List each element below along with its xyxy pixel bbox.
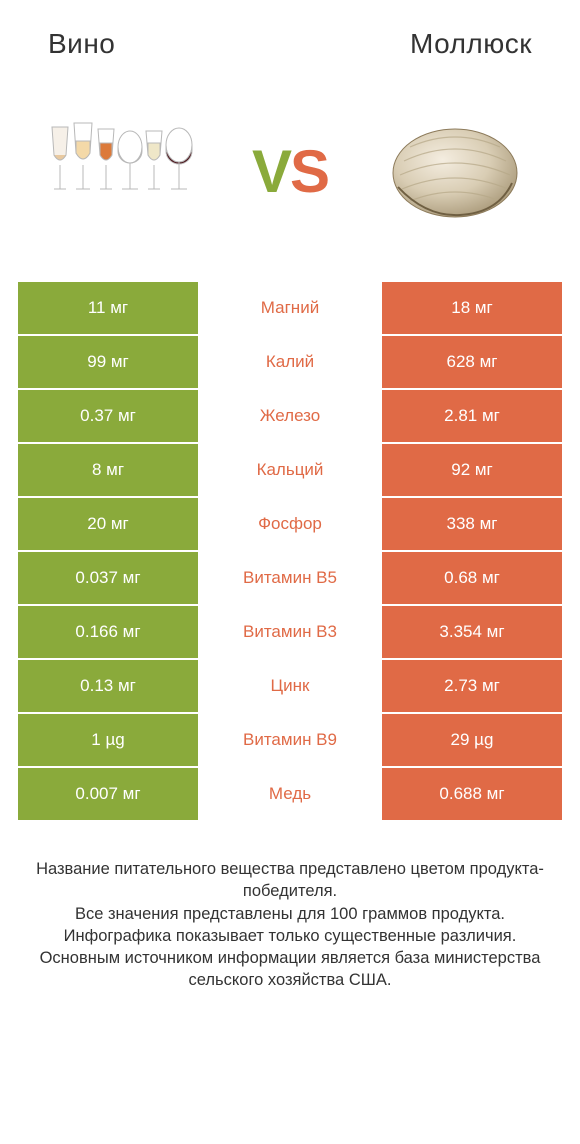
nutrient-row: 0.166 мгВитамин B33.354 мг — [18, 606, 562, 660]
left-value: 8 мг — [18, 444, 198, 496]
vs-row: VS — [0, 70, 580, 282]
nutrient-label: Цинк — [198, 660, 382, 712]
footer-notes: Название питательного вещества представл… — [0, 822, 580, 992]
right-value: 0.688 мг — [382, 768, 562, 820]
nutrient-table: 11 мгМагний18 мг99 мгКалий628 мг0.37 мгЖ… — [0, 282, 580, 822]
nutrient-label: Витамин B3 — [198, 606, 382, 658]
vs-v: V — [252, 138, 290, 205]
vs-label: VS — [252, 142, 328, 202]
nutrient-row: 20 мгФосфор338 мг — [18, 498, 562, 552]
vs-s: S — [290, 138, 328, 205]
right-value: 2.81 мг — [382, 390, 562, 442]
left-value: 0.37 мг — [18, 390, 198, 442]
left-product-image — [40, 102, 210, 242]
left-value: 0.007 мг — [18, 768, 198, 820]
nutrient-label: Витамин B5 — [198, 552, 382, 604]
nutrient-row: 0.037 мгВитамин B50.68 мг — [18, 552, 562, 606]
nutrient-label: Фосфор — [198, 498, 382, 550]
left-value: 11 мг — [18, 282, 198, 334]
nutrient-row: 11 мгМагний18 мг — [18, 282, 562, 336]
right-value: 338 мг — [382, 498, 562, 550]
right-value: 628 мг — [382, 336, 562, 388]
left-value: 0.13 мг — [18, 660, 198, 712]
right-value: 29 µg — [382, 714, 562, 766]
right-product-title: Моллюск — [410, 28, 532, 60]
nutrient-row: 8 мгКальций92 мг — [18, 444, 562, 498]
right-value: 2.73 мг — [382, 660, 562, 712]
wine-glasses-icon — [40, 117, 210, 227]
footer-line: Название питательного вещества представл… — [26, 858, 554, 903]
nutrient-label: Кальций — [198, 444, 382, 496]
left-value: 99 мг — [18, 336, 198, 388]
footer-line: Основным источником информации является … — [26, 947, 554, 992]
left-value: 0.166 мг — [18, 606, 198, 658]
right-value: 18 мг — [382, 282, 562, 334]
right-value: 92 мг — [382, 444, 562, 496]
left-product-title: Вино — [48, 28, 115, 60]
nutrient-label: Калий — [198, 336, 382, 388]
nutrient-row: 99 мгКалий628 мг — [18, 336, 562, 390]
nutrient-row: 0.13 мгЦинк2.73 мг — [18, 660, 562, 714]
footer-line: Все значения представлены для 100 граммо… — [26, 903, 554, 925]
nutrient-row: 0.007 мгМедь0.688 мг — [18, 768, 562, 822]
left-value: 20 мг — [18, 498, 198, 550]
left-value: 1 µg — [18, 714, 198, 766]
right-value: 0.68 мг — [382, 552, 562, 604]
header: Вино Моллюск — [0, 0, 580, 70]
left-value: 0.037 мг — [18, 552, 198, 604]
nutrient-row: 0.37 мгЖелезо2.81 мг — [18, 390, 562, 444]
footer-line: Инфографика показывает только существенн… — [26, 925, 554, 947]
right-product-image — [370, 102, 540, 242]
nutrient-label: Медь — [198, 768, 382, 820]
right-value: 3.354 мг — [382, 606, 562, 658]
clam-icon — [380, 117, 530, 227]
nutrient-label: Витамин B9 — [198, 714, 382, 766]
nutrient-label: Железо — [198, 390, 382, 442]
nutrient-row: 1 µgВитамин B929 µg — [18, 714, 562, 768]
nutrient-label: Магний — [198, 282, 382, 334]
